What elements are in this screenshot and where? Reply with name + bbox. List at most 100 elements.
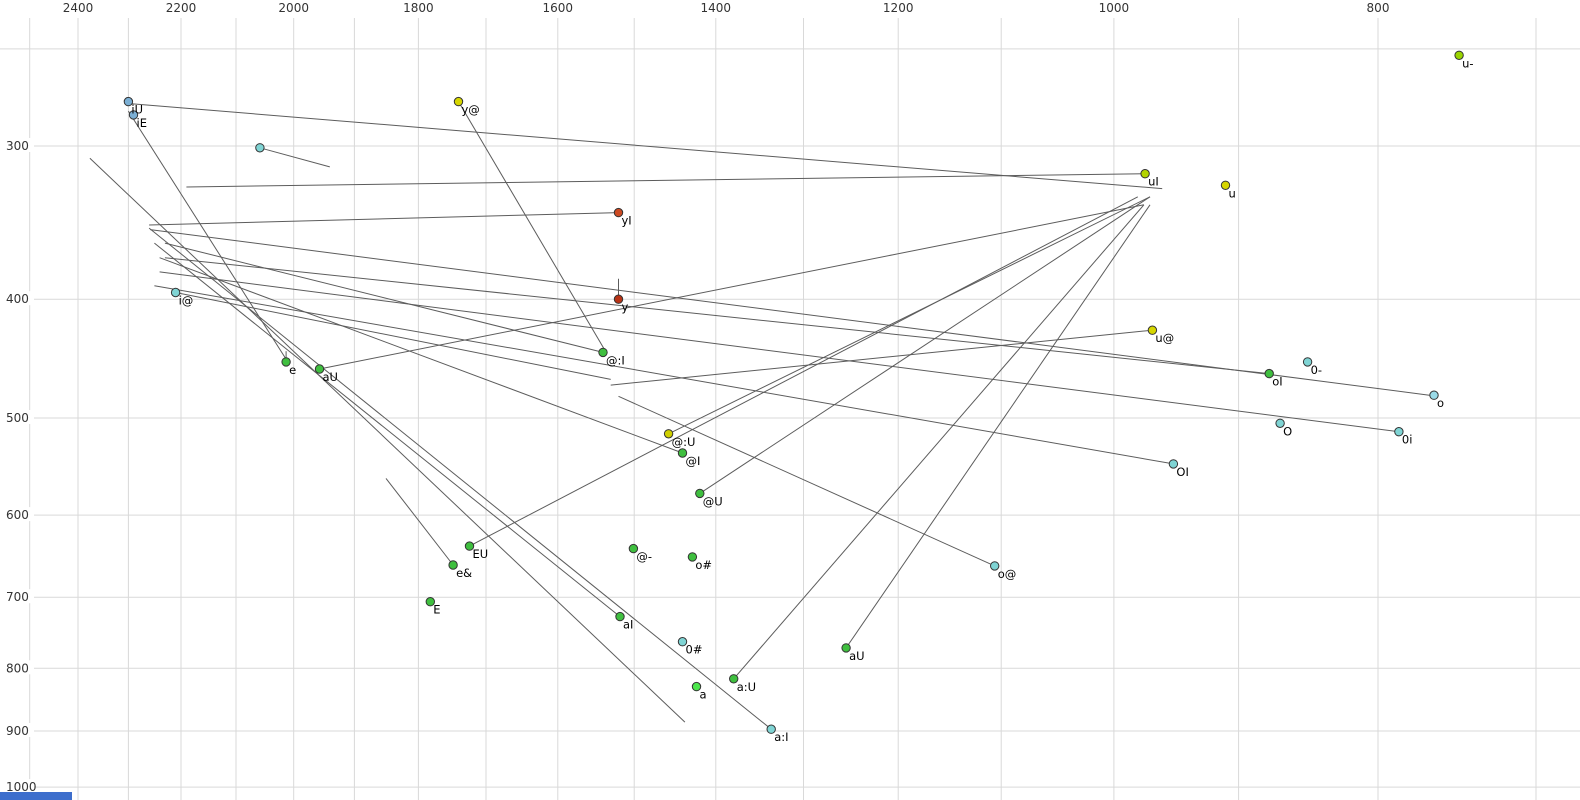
point-label: EU [473,547,489,561]
data-point [691,681,702,692]
y-tick-label-backing [0,138,34,152]
y-tick-label-backing [0,410,34,424]
y-tick-label-backing [0,660,34,675]
point-label: a [700,688,707,702]
x-tick-label: 2200 [166,1,197,15]
x-tick-label: 1200 [883,1,914,15]
trajectory-line [458,101,608,354]
point-label: @U [703,494,723,508]
trajectory-line [618,395,995,567]
y-tick-label-backing [0,723,34,737]
trajectory-line [154,285,1174,465]
point-label: o# [695,558,712,572]
point-label: o [1437,396,1444,410]
data-point [128,110,139,120]
data-point [314,364,325,374]
data-point [255,143,265,153]
data-point [677,637,688,647]
trajectory-line [385,478,454,566]
trajectory-line [699,196,1151,494]
y-tick-label: 700 [6,590,29,604]
data-point [695,488,705,499]
y-tick-label-backing [0,507,34,522]
y-tick-label-backing [0,291,34,306]
data-point [615,611,625,622]
data-point [628,543,639,554]
trajectory-line [259,147,330,168]
data-point [1429,390,1439,400]
point-label: yI [622,214,632,228]
data-point [1168,459,1179,469]
trajectory-line [668,196,1151,435]
point-label: e& [456,566,472,580]
trajectory-line [733,204,1145,680]
trajectory-line [186,173,1146,188]
trajectory-line [148,227,772,730]
point-label: OI [1176,465,1188,479]
point-label: O [1283,424,1292,438]
x-tick-label: 1400 [701,1,732,15]
data-point [841,643,851,653]
point-label: E [433,603,440,617]
trajectory-line [149,212,619,226]
x-tick-label: 2000 [278,1,309,15]
y-tick-label: 800 [6,661,29,675]
data-point [464,541,475,551]
data-point [453,96,464,107]
y-tick-label: 300 [6,139,29,153]
point-label: o@ [998,567,1017,581]
data-point [613,207,624,218]
data-point [766,724,776,734]
point-label: 0- [1311,363,1322,377]
point-label: a:I [774,730,788,744]
data-point [123,96,134,107]
point-label: @:I [606,353,625,367]
y-tick-label: 1000 [6,780,37,794]
trajectory-line [89,157,686,723]
data-point [598,347,608,358]
point-label: iE [137,116,147,130]
trajectory-line [319,204,1144,370]
point-label: i@ [179,294,194,308]
data-point [170,287,181,298]
data-point [687,552,698,562]
data-point [990,561,1000,571]
y-tick-label-backing [0,779,34,794]
x-tick-label: 1000 [1099,1,1130,15]
point-label: e [289,363,296,377]
data-point [677,448,688,458]
data-point [1140,169,1150,179]
data-point [448,560,458,570]
data-point [1220,180,1231,191]
trajectory-line [159,257,683,454]
data-point [1394,427,1404,437]
point-label: y@ [462,103,480,117]
data-point [1264,368,1274,379]
data-point [425,597,435,607]
y-tick-label: 900 [6,724,29,738]
y-tick-label: 600 [6,508,29,522]
point-label: a:U [737,680,756,694]
data-point [729,674,739,684]
trajectory-line [159,271,1399,433]
point-label: u [1229,186,1236,200]
x-tick-label: 1600 [543,1,574,15]
point-label: aU [323,370,338,384]
data-point [1454,50,1464,60]
data-point [1275,418,1285,428]
data-point [663,429,674,439]
point-label: aI [623,618,633,632]
trajectory-line [164,242,604,353]
bottom-blue-strip [0,792,72,800]
point-label: y [622,300,629,314]
point-label: u- [1462,56,1473,70]
trajectory-line [150,229,1430,396]
point-label: uI [1148,175,1159,189]
y-tick-label: 400 [6,292,29,306]
x-tick-label: 2400 [63,1,94,15]
point-label: iU [131,103,143,117]
x-tick-label: 1800 [403,1,434,15]
point-label: @I [686,454,701,468]
